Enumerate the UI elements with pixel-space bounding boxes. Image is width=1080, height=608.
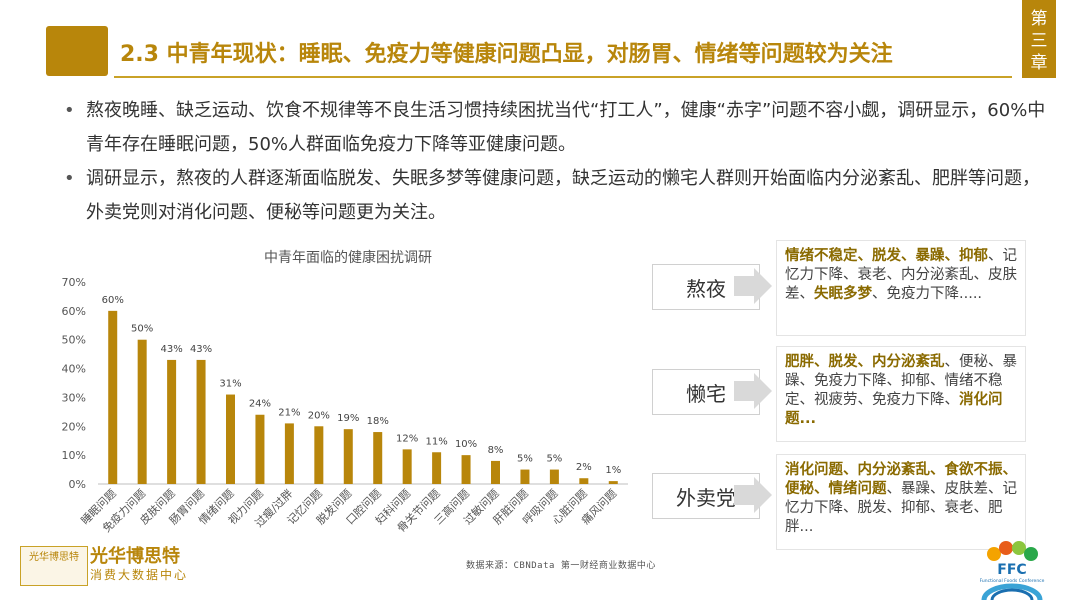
bar — [461, 455, 471, 484]
data-label: 19% — [337, 413, 359, 424]
ffc-logo-subtitle: Functional Foods Conference — [980, 578, 1045, 584]
data-label: 50% — [131, 324, 153, 335]
highlight-text: 消化问题... — [785, 392, 1003, 427]
logo-seal-image: 光华博思特 — [20, 546, 88, 586]
bullet-list: 熬夜晚睡、缺乏运动、饮食不规律等不良生活习惯持续困扰当代“打工人”，健康“赤字”… — [64, 94, 1054, 230]
highlight-text: 消化问题、内分泌紊乱、食欲不振、便秘、情绪问题 — [785, 462, 1017, 497]
chapter-tab: 第三章 — [1022, 0, 1056, 78]
group-label-text: 外卖党 — [676, 485, 736, 510]
description-text: 、便秘、暴躁、免疫力下降、抑郁、情绪不稳定、视疲劳、免疫力下降、 — [785, 354, 1017, 408]
y-tick-label: 20% — [62, 420, 86, 433]
bullet-item: 调研显示，熬夜的人群逐渐面临脱发、失眠多梦等健康问题，缺乏运动的懒宅人群则开始面… — [64, 162, 1054, 230]
y-tick-label: 40% — [62, 363, 86, 376]
y-tick-label: 30% — [62, 391, 86, 404]
data-label: 43% — [190, 344, 212, 355]
y-axis: 0% 10% 20% 30% 40% 50% 60% 70% — [62, 276, 86, 491]
bar — [373, 432, 383, 484]
bar — [549, 469, 559, 484]
data-label: 5% — [546, 454, 562, 465]
bar — [579, 478, 589, 484]
chart-panel: 中青年面临的健康困扰调研 0% 10% 20% 30% 40% 50% 60% 70% 60%… — [58, 240, 640, 570]
brand-logo-left: 光华博思特 光华博思特 消费大数据中心 — [16, 542, 196, 588]
bar — [167, 359, 177, 484]
y-tick-label: 50% — [62, 334, 86, 347]
data-label: 5% — [517, 454, 533, 465]
page-title: 2.3 中青年现状：睡眠、免疫力等健康问题凸显，对肠胃、情绪等问题较为关注 — [120, 42, 893, 67]
chart-title: 中青年面临的健康困扰调研 — [264, 249, 432, 266]
bars-group: 60%睡眠问题50%免疫力问题43%皮肤问题43%肠胃问题31%情绪问题24%视… — [79, 295, 622, 535]
highlight-text: 肥胖、脱发、内分泌紊乱 — [785, 354, 945, 370]
bar — [314, 426, 324, 484]
highlight-text: 情绪不稳定、脱发、暴躁、抑郁 — [785, 248, 988, 264]
data-label: 8% — [488, 445, 504, 456]
bullet-item: 熬夜晚睡、缺乏运动、饮食不规律等不良生活习惯持续困扰当代“打工人”，健康“赤字”… — [64, 94, 1054, 162]
bar — [196, 359, 206, 484]
ffc-logo-text: FFC — [997, 562, 1026, 578]
group-description-homebody: 肥胖、脱发、内分泌紊乱、便秘、暴躁、免疫力下降、抑郁、情绪不稳定、视疲劳、免疫力… — [776, 346, 1026, 442]
data-label: 11% — [425, 436, 447, 447]
data-label: 2% — [576, 462, 592, 473]
bar — [402, 449, 412, 484]
bar — [432, 452, 442, 484]
group-description-takeout: 消化问题、内分泌紊乱、食欲不振、便秘、情绪问题、暴躁、皮肤差、记忆力下降、脱发、… — [776, 454, 1026, 550]
data-label: 43% — [160, 344, 182, 355]
bar — [343, 429, 353, 484]
bar — [608, 481, 618, 484]
group-label-text: 熬夜 — [686, 276, 726, 301]
bar — [284, 423, 294, 484]
description-text: 、免疫力下降..... — [872, 286, 983, 302]
data-label: 60% — [102, 295, 124, 306]
source-note: 数据来源：CBNData 第一财经商业数据中心 — [466, 561, 656, 571]
arrow-right-icon — [734, 268, 772, 304]
chapter-tab-label: 第三章 — [1030, 9, 1048, 73]
data-label: 1% — [605, 465, 621, 476]
data-label: 24% — [249, 399, 271, 410]
y-tick-label: 70% — [62, 276, 86, 289]
bar — [108, 310, 118, 484]
logo-subtitle: 消费大数据中心 — [90, 568, 189, 582]
y-tick-label: 0% — [69, 478, 86, 491]
logo-seal-text: 光华博思特 — [29, 552, 79, 563]
logo-name: 光华博思特 — [90, 546, 180, 567]
data-label: 12% — [396, 433, 418, 444]
data-label: 20% — [308, 410, 330, 421]
ffc-logo: FFC Functional Foods Conference — [980, 541, 1045, 601]
y-tick-label: 60% — [62, 305, 86, 318]
header-accent-block — [46, 26, 108, 76]
description-text: 、暴躁、皮肤差、记忆力下降、脱发、抑郁、衰老、肥胖... — [785, 481, 1017, 535]
group-description-stay-up: 情绪不稳定、脱发、暴躁、抑郁、记忆力下降、衰老、内分泌紊乱、皮肤差、失眠多梦、免… — [776, 240, 1026, 336]
group-label-stay-up: 熬夜 — [652, 264, 760, 310]
y-tick-label: 10% — [62, 449, 86, 462]
header-bar — [114, 26, 1012, 78]
highlight-text: 失眠多梦 — [814, 286, 872, 302]
description-text: 、记忆力下降、衰老、内分泌紊乱、皮肤差、 — [785, 248, 1017, 302]
bar — [491, 460, 500, 484]
arrow-right-icon — [734, 373, 772, 409]
bar — [255, 414, 265, 484]
data-label: 31% — [219, 379, 241, 390]
bar — [137, 339, 147, 484]
data-label: 21% — [278, 407, 300, 418]
group-label-text: 懒宅 — [686, 381, 726, 406]
data-label: 18% — [367, 416, 389, 427]
bar — [226, 394, 235, 484]
data-label: 10% — [455, 439, 477, 450]
arrow-right-icon — [734, 477, 772, 513]
bar — [520, 469, 530, 484]
bar-chart: 中青年面临的健康困扰调研 0% 10% 20% 30% 40% 50% 60% 70% 60%… — [62, 249, 628, 535]
